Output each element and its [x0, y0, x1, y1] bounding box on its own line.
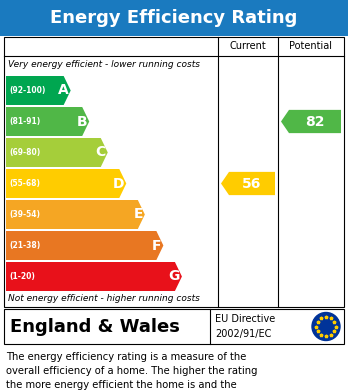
Polygon shape — [6, 231, 163, 260]
Text: D: D — [113, 176, 124, 190]
Polygon shape — [221, 172, 275, 195]
Text: (1-20): (1-20) — [9, 272, 35, 281]
Text: Not energy efficient - higher running costs: Not energy efficient - higher running co… — [8, 294, 200, 303]
Text: C: C — [95, 145, 106, 160]
Polygon shape — [6, 262, 182, 291]
Polygon shape — [6, 107, 89, 136]
Bar — [4, 309, 344, 344]
Text: (55-68): (55-68) — [9, 179, 40, 188]
Text: Very energy efficient - lower running costs: Very energy efficient - lower running co… — [8, 60, 200, 69]
Text: Energy Efficiency Rating: Energy Efficiency Rating — [50, 9, 298, 27]
Text: 56: 56 — [242, 176, 262, 190]
Text: 2002/91/EC: 2002/91/EC — [215, 328, 271, 339]
Polygon shape — [6, 200, 145, 229]
Text: Potential: Potential — [290, 41, 332, 51]
Text: F: F — [152, 239, 161, 253]
Text: EU Directive: EU Directive — [215, 314, 275, 325]
Polygon shape — [281, 110, 341, 133]
Bar — [4, 37, 344, 307]
Text: England & Wales: England & Wales — [10, 317, 180, 335]
Polygon shape — [6, 76, 71, 105]
Text: (69-80): (69-80) — [9, 148, 40, 157]
Text: A: A — [58, 84, 69, 97]
Text: The energy efficiency rating is a measure of the
overall efficiency of a home. T: The energy efficiency rating is a measur… — [6, 352, 258, 391]
Bar — [0, 0, 348, 36]
Text: G: G — [168, 269, 180, 283]
Circle shape — [312, 312, 340, 341]
Text: B: B — [77, 115, 87, 129]
Text: (81-91): (81-91) — [9, 117, 40, 126]
Text: Current: Current — [230, 41, 266, 51]
Polygon shape — [6, 138, 108, 167]
Text: (92-100): (92-100) — [9, 86, 45, 95]
Text: (39-54): (39-54) — [9, 210, 40, 219]
Polygon shape — [6, 169, 126, 198]
Text: 82: 82 — [305, 115, 325, 129]
Text: E: E — [133, 208, 143, 221]
Text: (21-38): (21-38) — [9, 241, 40, 250]
